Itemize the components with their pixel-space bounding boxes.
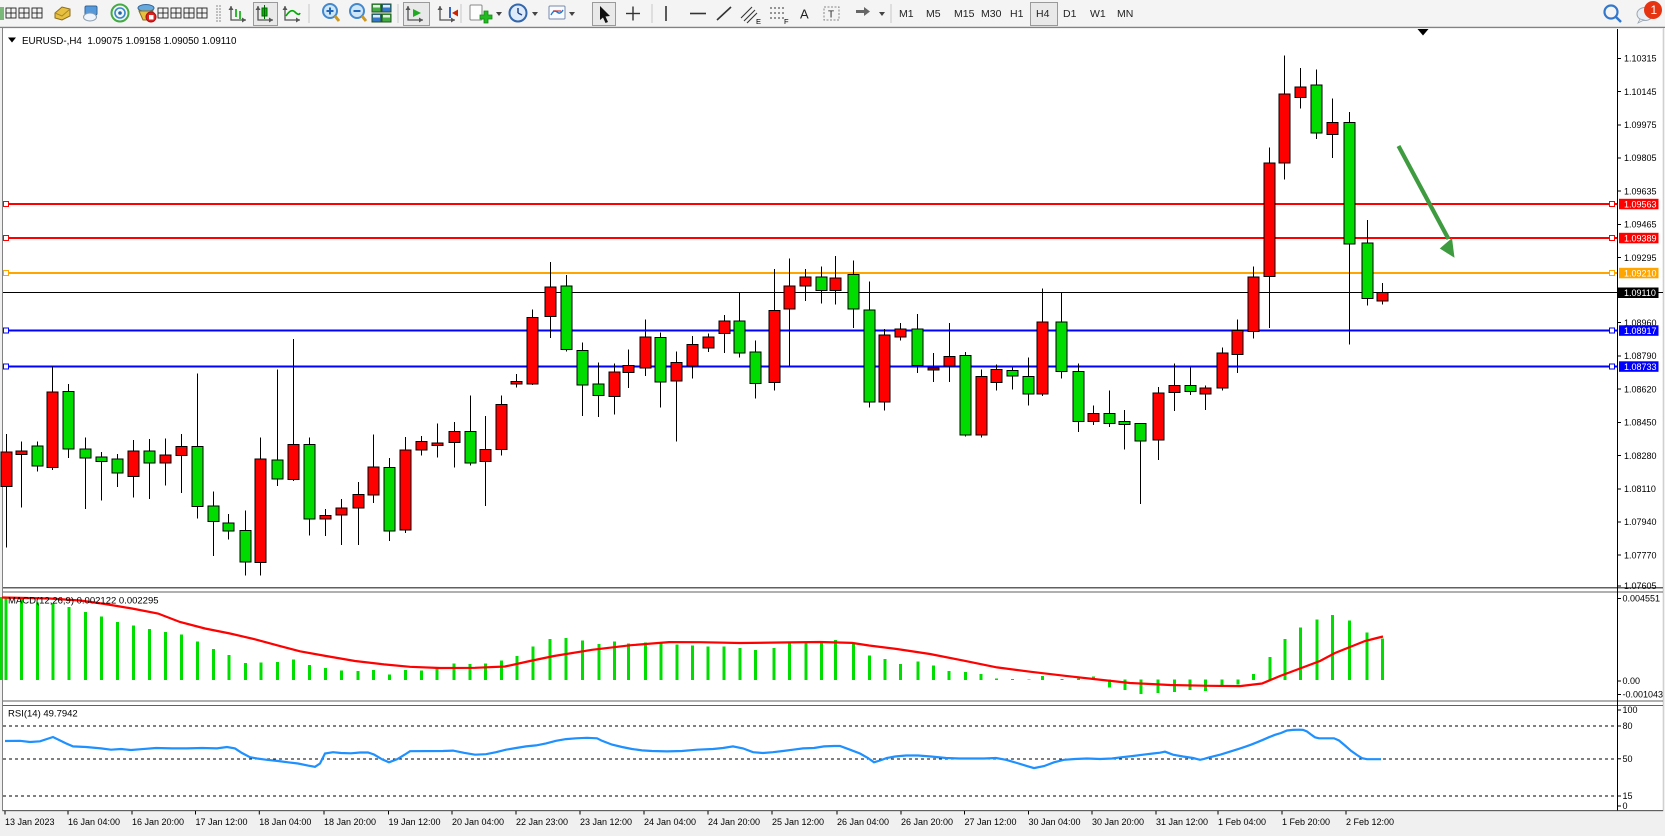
svg-text:100: 100 (1623, 705, 1638, 715)
svg-text:F: F (784, 17, 789, 26)
svg-text:1.08620: 1.08620 (1624, 384, 1657, 394)
svg-text:M30: M30 (981, 8, 1002, 20)
svg-text:50: 50 (1623, 754, 1633, 764)
svg-text:1.09465: 1.09465 (1624, 220, 1657, 230)
svg-text:1.09110: 1.09110 (1624, 288, 1656, 298)
svg-text:1: 1 (1651, 3, 1658, 17)
svg-text:24 Jan 04:00: 24 Jan 04:00 (644, 817, 696, 827)
svg-text:26 Jan 04:00: 26 Jan 04:00 (837, 817, 889, 827)
svg-text:A: A (800, 7, 809, 22)
svg-text:18 Jan 04:00: 18 Jan 04:00 (259, 817, 311, 827)
svg-text:30 Jan 04:00: 30 Jan 04:00 (1029, 817, 1081, 827)
svg-text:30 Jan 20:00: 30 Jan 20:00 (1092, 817, 1144, 827)
svg-text:2 Feb 12:00: 2 Feb 12:00 (1346, 817, 1394, 827)
svg-text:1.08917: 1.08917 (1624, 326, 1657, 336)
svg-text:1.08960: 1.08960 (1624, 318, 1657, 328)
svg-text:EURUSD-,H4 1.09075 1.09158 1.: EURUSD-,H4 1.09075 1.09158 1.09050 1.091… (22, 36, 237, 47)
svg-text:24 Jan 20:00: 24 Jan 20:00 (708, 817, 760, 827)
svg-text:1.07940: 1.07940 (1624, 517, 1657, 527)
svg-text:M1: M1 (899, 8, 914, 20)
svg-text:1.09295: 1.09295 (1624, 253, 1657, 263)
svg-text:W1: W1 (1090, 8, 1106, 20)
svg-text:22 Jan 23:00: 22 Jan 23:00 (516, 817, 568, 827)
svg-text:18 Jan 20:00: 18 Jan 20:00 (324, 817, 376, 827)
svg-text:-0.001043: -0.001043 (1623, 690, 1664, 700)
svg-text:1 Feb 04:00: 1 Feb 04:00 (1218, 817, 1266, 827)
svg-text:13 Jan 2023: 13 Jan 2023 (5, 817, 55, 827)
svg-text:0.004551: 0.004551 (1623, 594, 1661, 604)
svg-text:1.09389: 1.09389 (1624, 233, 1657, 243)
svg-text:T: T (828, 10, 834, 21)
svg-text:31 Jan 12:00: 31 Jan 12:00 (1156, 817, 1208, 827)
svg-text:1.09805: 1.09805 (1624, 153, 1657, 163)
svg-text:1.08733: 1.08733 (1624, 362, 1657, 372)
svg-text:0.00: 0.00 (1623, 676, 1641, 686)
svg-text:1.10315: 1.10315 (1624, 54, 1657, 64)
svg-text:1.08790: 1.08790 (1624, 351, 1657, 361)
svg-text:16 Jan 20:00: 16 Jan 20:00 (132, 817, 184, 827)
svg-text:26 Jan 20:00: 26 Jan 20:00 (901, 817, 953, 827)
svg-text:1.08110: 1.08110 (1624, 484, 1656, 494)
svg-text:1.09635: 1.09635 (1624, 186, 1657, 196)
svg-text:27 Jan 12:00: 27 Jan 12:00 (965, 817, 1017, 827)
svg-text:1.09210: 1.09210 (1624, 268, 1657, 278)
svg-text:23 Jan 12:00: 23 Jan 12:00 (580, 817, 632, 827)
svg-text:1.10145: 1.10145 (1624, 87, 1657, 97)
svg-text:80: 80 (1623, 721, 1633, 731)
svg-text:1.07770: 1.07770 (1624, 550, 1657, 560)
svg-text:20 Jan 04:00: 20 Jan 04:00 (452, 817, 504, 827)
svg-text:H1: H1 (1010, 8, 1024, 20)
svg-text:17 Jan 12:00: 17 Jan 12:00 (196, 817, 248, 827)
svg-text:0: 0 (1623, 801, 1628, 811)
svg-text:H4: H4 (1036, 8, 1050, 20)
svg-text:E: E (756, 17, 761, 26)
svg-text:16 Jan 04:00: 16 Jan 04:00 (68, 817, 120, 827)
svg-text:1.07605: 1.07605 (1624, 581, 1657, 591)
svg-text:MACD(12,26,9) 0.002122 0.00229: MACD(12,26,9) 0.002122 0.002295 (8, 596, 159, 607)
svg-text:1 Feb 20:00: 1 Feb 20:00 (1282, 817, 1330, 827)
svg-text:D1: D1 (1063, 8, 1077, 20)
svg-text:MN: MN (1117, 8, 1133, 20)
svg-text:1.08280: 1.08280 (1624, 451, 1657, 461)
svg-text:M15: M15 (954, 8, 975, 20)
svg-text:1.08450: 1.08450 (1624, 418, 1657, 428)
svg-text:RSI(14) 49.7942: RSI(14) 49.7942 (8, 709, 78, 720)
svg-text:M5: M5 (926, 8, 941, 20)
svg-text:15: 15 (1623, 791, 1633, 801)
svg-text:1.09563: 1.09563 (1624, 199, 1657, 209)
svg-text:1.09975: 1.09975 (1624, 120, 1657, 130)
svg-text:25 Jan 12:00: 25 Jan 12:00 (772, 817, 824, 827)
svg-text:19 Jan 12:00: 19 Jan 12:00 (389, 817, 441, 827)
